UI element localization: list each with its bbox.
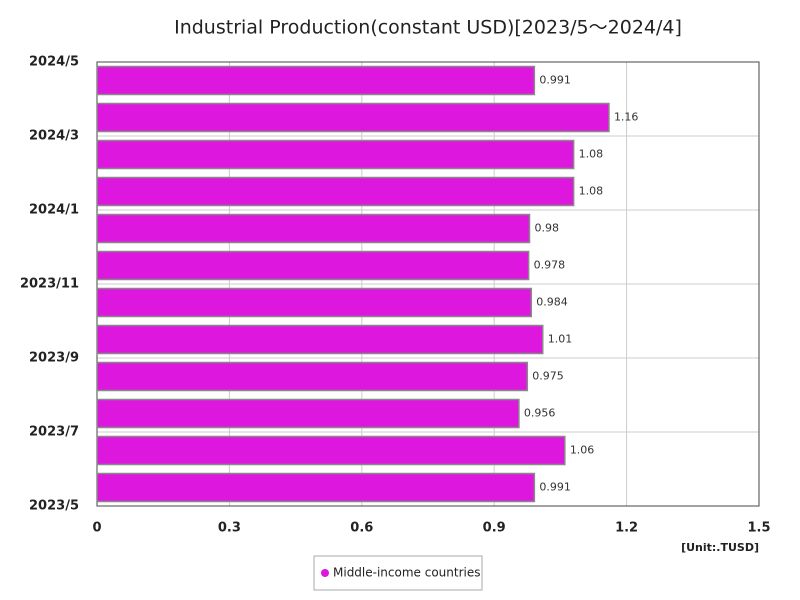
value-label: 1.01 [548,333,573,346]
bar [96,139,575,170]
value-label: 1.16 [614,111,639,124]
y-tick-label: 2024/1 [29,203,79,218]
bar [96,435,566,466]
y-tick-label: 2023/5 [29,499,79,514]
y-tick-label: 2023/9 [29,351,79,366]
bar [96,361,529,392]
value-label: 0.978 [534,259,566,272]
chart-title: Industrial Production(constant USD)[2023… [174,17,682,39]
unit-label: [Unit:.TUSD] [681,541,759,554]
value-label: 1.08 [579,148,604,161]
y-tick-label: 2023/11 [20,277,79,292]
plot-border [96,61,760,507]
x-tick-label: 1.2 [615,521,638,536]
bar [96,176,575,207]
x-tick-label: 0.9 [483,521,506,536]
y-tick-label: 2023/7 [29,425,79,440]
bar [96,213,531,244]
bar [96,472,536,503]
value-label: 0.991 [539,74,571,87]
bar [96,102,610,133]
value-label: 0.984 [536,296,568,309]
value-label: 1.08 [579,185,604,198]
bar [96,398,520,429]
x-tick-label: 1.5 [747,521,770,536]
x-tick-label: 0 [92,521,101,536]
value-label: 1.06 [570,444,595,457]
value-label: 0.956 [524,407,556,420]
bar [96,250,530,281]
y-tick-label: 2024/5 [29,55,79,70]
y-tick-label: 2024/3 [29,129,79,144]
value-label: 0.98 [535,222,560,235]
value-label: 0.975 [532,370,564,383]
legend-box [313,555,483,591]
bar [96,324,544,355]
legend-marker [321,569,329,577]
bar [96,287,533,318]
x-tick-label: 0.3 [218,521,241,536]
x-tick-label: 0.6 [350,521,373,536]
bar [96,65,536,96]
value-label: 0.991 [539,481,571,494]
legend-label: Middle-income countries [333,566,481,580]
